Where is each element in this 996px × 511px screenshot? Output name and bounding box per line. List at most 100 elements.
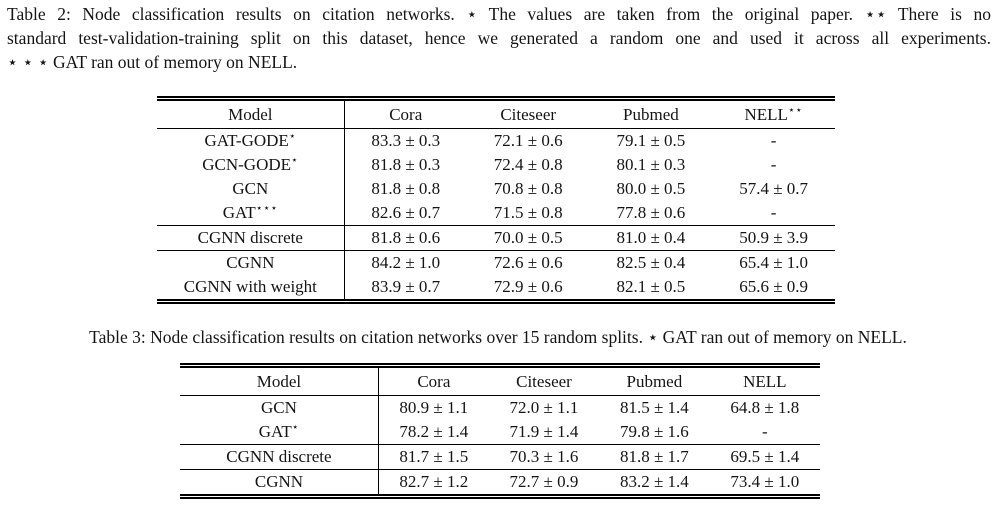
result-cell: 64.8 ± 1.8 [730,398,800,417]
model-cell: CGNN [157,250,345,275]
table-row-gat: GAT⋆ 78.2 ± 1.4 71.9 ± 1.4 79.8 ± 1.6 - [180,420,820,445]
column-header-nell: NELL⋆⋆ [712,98,835,129]
result-cell-best: 72.9 ± 0.6 [493,277,563,296]
model-name: CGNN [226,253,275,272]
result-cell: 72.0 ± 1.1 [509,398,579,417]
table2-caption-line-2: standard test-validation-training split … [7,28,991,48]
model-name: GAT-GODE [204,131,289,150]
result-cell: 79.1 ± 0.5 [616,131,686,150]
table-row-cgnn: CGNN 82.7 ± 1.2 72.7 ± 0.9 83.2 ± 1.4 73… [180,469,820,497]
table-row-gat-gode: GAT-GODE⋆ 83.3 ± 0.3 72.1 ± 0.6 79.1 ± 0… [157,128,835,153]
column-header-citeseer: Citeseer [466,98,590,129]
column-header-pubmed: Pubmed [599,365,710,396]
result-cell: 70.0 ± 0.5 [466,225,590,251]
result-cell: 81.7 ± 1.5 [378,444,489,470]
column-header-cora: Cora [344,98,467,129]
result-cell: 82.6 ± 0.7 [344,201,467,226]
model-name: CGNN discrete [197,228,303,247]
result-cell: 77.8 ± 0.6 [589,201,713,226]
table-row-gcn-gode: GCN-GODE⋆ 81.8 ± 0.3 72.4 ± 0.8 80.1 ± 0… [157,153,835,177]
table2-header-row: Model Cora Citeseer Pubmed NELL⋆⋆ [157,98,835,129]
result-cell: 80.1 ± 0.3 [616,155,686,174]
model-cell: GCN [180,395,379,420]
column-header-cora: Cora [378,365,489,396]
model-cell: CGNN with weight [157,275,345,302]
model-cell: GCN [157,177,345,201]
model-name: GAT [222,203,256,222]
result-cell: 80.9 ± 1.1 [399,398,469,417]
result-cell: - [712,201,835,226]
table3-caption: Table 3: Node classification results on … [89,327,907,347]
result-cell-best: 83.2 ± 1.4 [619,472,689,491]
model-cell: CGNN discrete [157,225,345,251]
result-cell: 81.5 ± 1.4 [619,398,689,417]
result-cell: 72.1 ± 0.6 [493,131,563,150]
model-cell: CGNN discrete [180,444,379,470]
result-cell: 80.0 ± 0.5 [616,179,686,198]
model-cell: CGNN [180,469,379,497]
column-header-model: Model [180,365,379,396]
footnote-star: ⋆⋆ [787,103,803,116]
footnote-star: ⋆ [291,421,300,434]
result-cell: 81.8 ± 1.7 [599,444,710,470]
result-cell-best: 82.5 ± 0.4 [616,253,686,272]
table-row-gcn: GCN 80.9 ± 1.1 72.0 ± 1.1 81.5 ± 1.4 64.… [180,395,820,420]
model-name: CGNN discrete [226,447,332,466]
result-cell: 70.8 ± 0.8 [493,179,563,198]
result-cell: 57.4 ± 0.7 [739,179,809,198]
result-cell: 50.9 ± 3.9 [712,225,835,251]
result-cell: 69.5 ± 1.4 [709,444,820,470]
model-name: CGNN [254,472,304,491]
result-cell-best: 65.6 ± 0.9 [739,277,809,296]
result-cell: 65.4 ± 1.0 [739,253,809,272]
result-cell: 83.9 ± 0.7 [371,277,441,296]
table-row-gcn: GCN 81.8 ± 0.8 70.8 ± 0.8 80.0 ± 0.5 57.… [157,177,835,201]
column-header-label: NELL [744,104,788,124]
result-cell-best: 82.7 ± 1.2 [399,472,469,491]
column-header-model: Model [157,98,345,129]
result-cell: - [770,131,777,150]
result-cell: 83.3 ± 0.3 [371,131,441,150]
result-cell: 71.5 ± 0.8 [466,201,590,226]
result-cell: - [770,155,777,174]
table2: Model Cora Citeseer Pubmed NELL⋆⋆ GAT-GO… [157,96,835,304]
result-cell: - [709,420,820,445]
result-cell: 72.4 ± 0.8 [493,155,563,174]
model-cell: GAT-GODE⋆ [157,128,345,153]
model-name: GCN-GODE [202,155,292,174]
footnote-star: ⋆ [291,154,299,167]
result-cell: 72.6 ± 0.6 [493,253,563,272]
table3: Model Cora Citeseer Pubmed NELL GCN 80.9… [180,363,820,499]
model-name: GCN [260,398,297,417]
column-header-pubmed: Pubmed [589,98,713,129]
result-cell-best: 72.7 ± 0.9 [509,472,579,491]
result-cell-best: 84.2 ± 1.0 [371,253,441,272]
model-name: GAT [258,422,292,441]
result-cell: 78.2 ± 1.4 [378,420,489,445]
model-name: GCN [232,179,269,198]
table-row-cgnn-with-weight: CGNN with weight 83.9 ± 0.7 72.9 ± 0.6 8… [157,275,835,302]
table3-header-row: Model Cora Citeseer Pubmed NELL [180,365,820,396]
table-row-cgnn: CGNN 84.2 ± 1.0 72.6 ± 0.6 82.5 ± 0.4 65… [157,250,835,275]
result-cell: 81.8 ± 0.8 [371,179,441,198]
model-cell: GAT⋆⋆⋆ [157,201,345,226]
footnote-star: ⋆ [288,130,297,143]
table-row-gat: GAT⋆⋆⋆ 82.6 ± 0.7 71.5 ± 0.8 77.8 ± 0.6 … [157,201,835,226]
result-cell: 79.8 ± 1.6 [599,420,710,445]
result-cell: 70.3 ± 1.6 [488,444,600,470]
model-name: CGNN with weight [183,277,317,296]
model-cell: GCN-GODE⋆ [157,153,345,177]
table-row-cgnn-discrete: CGNN discrete 81.8 ± 0.6 70.0 ± 0.5 81.0… [157,225,835,251]
table2-caption-line-1: Table 2: Node classification results on … [7,4,991,24]
column-header-citeseer: Citeseer [488,365,600,396]
result-cell: 71.9 ± 1.4 [488,420,600,445]
table2-caption-line-3: ⋆ ⋆ ⋆ GAT ran out of memory on NELL. [7,52,298,72]
result-cell: 81.0 ± 0.4 [589,225,713,251]
model-cell: GAT⋆ [180,420,379,445]
result-cell-best: 73.4 ± 1.0 [730,472,800,491]
table-row-cgnn-discrete: CGNN discrete 81.7 ± 1.5 70.3 ± 1.6 81.8… [180,444,820,470]
column-header-nell: NELL [709,365,820,396]
table2-caption: Table 2: Node classification results on … [7,2,991,74]
result-cell: 82.1 ± 0.5 [616,277,686,296]
result-cell: 81.8 ± 0.6 [344,225,467,251]
